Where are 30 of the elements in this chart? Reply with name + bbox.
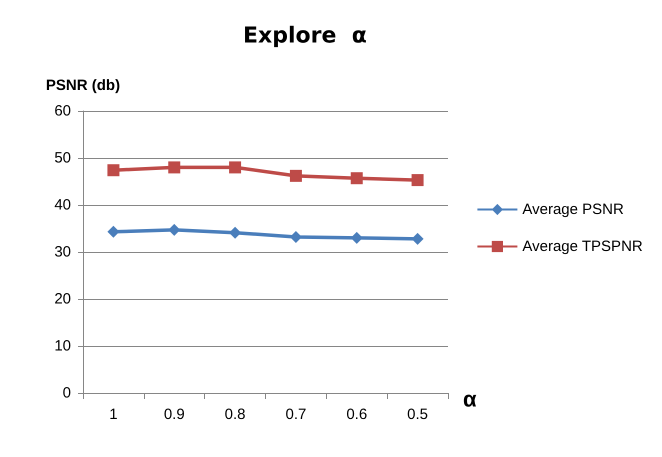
legend-label: Average PSNR bbox=[522, 201, 624, 218]
x-tick-label: 0.8 bbox=[224, 406, 246, 423]
point bbox=[229, 226, 242, 239]
chart-title: Explore α bbox=[243, 24, 367, 48]
y-tick-label: 60 bbox=[54, 102, 71, 120]
x-axis-title: α bbox=[463, 386, 477, 412]
x-tick-label: 0.9 bbox=[164, 406, 185, 423]
point bbox=[168, 224, 180, 236]
point bbox=[350, 172, 363, 184]
x-tick-label: 1 bbox=[109, 406, 118, 423]
point bbox=[412, 232, 424, 245]
y-tick-label: 50 bbox=[54, 150, 71, 166]
point bbox=[107, 226, 120, 238]
point bbox=[290, 230, 302, 243]
x-tick-label: 0.6 bbox=[346, 406, 368, 423]
y-tick-label: 40 bbox=[54, 196, 71, 214]
legend-label: Average TPSPNR bbox=[522, 238, 643, 255]
point bbox=[168, 161, 180, 174]
point bbox=[290, 170, 302, 182]
y-tick-label: 10 bbox=[54, 338, 71, 354]
y-tick-label: 30 bbox=[54, 244, 71, 260]
x-tick-label: 0.5 bbox=[407, 406, 428, 423]
y-axis-title: PSNR (db) bbox=[46, 77, 120, 94]
point bbox=[350, 232, 363, 244]
y-tick-label: 20 bbox=[54, 290, 71, 308]
point bbox=[412, 174, 424, 186]
x-tick-label: 0.7 bbox=[285, 406, 306, 423]
y-tick-label: 0 bbox=[62, 384, 71, 402]
point bbox=[107, 164, 120, 176]
point bbox=[229, 161, 242, 174]
